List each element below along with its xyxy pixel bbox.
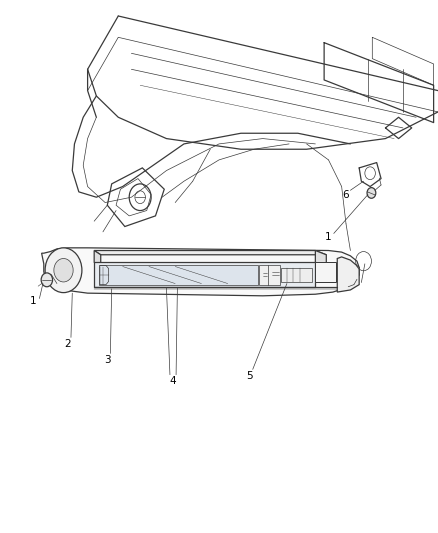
Text: 1: 1 bbox=[29, 296, 36, 306]
Circle shape bbox=[45, 248, 82, 293]
Circle shape bbox=[367, 188, 376, 198]
Polygon shape bbox=[94, 262, 315, 287]
Text: 6: 6 bbox=[343, 190, 350, 199]
Polygon shape bbox=[259, 265, 280, 285]
Text: 5: 5 bbox=[246, 371, 253, 381]
Circle shape bbox=[54, 259, 73, 282]
Circle shape bbox=[41, 273, 53, 287]
Polygon shape bbox=[94, 251, 326, 255]
Polygon shape bbox=[42, 248, 359, 296]
Polygon shape bbox=[337, 257, 359, 292]
Bar bbox=[281, 268, 312, 282]
Text: 1: 1 bbox=[325, 232, 332, 242]
Text: 3: 3 bbox=[104, 355, 111, 365]
Bar bbox=[315, 262, 336, 282]
Polygon shape bbox=[315, 251, 326, 266]
Polygon shape bbox=[94, 251, 101, 266]
Text: 2: 2 bbox=[64, 339, 71, 349]
Polygon shape bbox=[99, 265, 258, 285]
Text: 4: 4 bbox=[170, 376, 177, 386]
